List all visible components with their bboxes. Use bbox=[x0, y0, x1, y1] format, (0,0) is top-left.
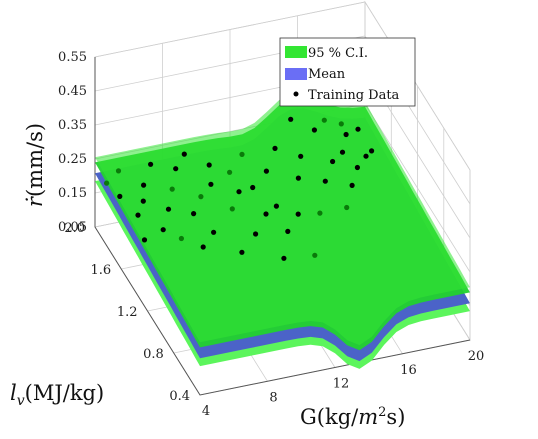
z-axis-label: ṙ(mm/s) bbox=[23, 123, 47, 207]
y-tick-label: 0.8 bbox=[143, 347, 164, 362]
y-tick-label: 0.4 bbox=[169, 389, 190, 404]
training-point bbox=[208, 181, 214, 187]
training-point bbox=[200, 244, 206, 250]
training-point bbox=[298, 153, 304, 159]
training-point bbox=[355, 126, 361, 132]
surface-layer bbox=[95, 92, 470, 369]
training-point bbox=[165, 206, 172, 212]
training-point bbox=[239, 249, 245, 255]
training-point bbox=[354, 164, 360, 171]
training-point bbox=[191, 211, 197, 217]
z-tick-label: 0.55 bbox=[58, 50, 87, 65]
legend-mean-label: Mean bbox=[308, 67, 346, 82]
training-point bbox=[311, 127, 317, 133]
training-point bbox=[181, 151, 187, 157]
training-point bbox=[148, 161, 154, 167]
y-axis-label: lv(MJ/kg) bbox=[10, 381, 104, 409]
training-point bbox=[349, 182, 355, 188]
z-tick-label: 0.15 bbox=[58, 186, 87, 201]
training-point bbox=[321, 117, 327, 123]
training-point bbox=[211, 229, 217, 235]
training-point bbox=[115, 168, 122, 174]
training-point bbox=[273, 203, 279, 209]
legend-mean-swatch bbox=[285, 68, 307, 80]
training-point bbox=[206, 162, 212, 168]
training-point bbox=[369, 148, 375, 154]
training-point bbox=[227, 169, 233, 175]
z-tick-label: 0.45 bbox=[58, 84, 87, 99]
y-tick-label: 1.6 bbox=[91, 263, 112, 278]
training-point bbox=[104, 180, 110, 186]
training-point bbox=[253, 231, 259, 237]
training-point bbox=[263, 211, 269, 217]
training-point bbox=[263, 168, 269, 174]
training-point bbox=[236, 189, 242, 195]
y-tick-label: 1.2 bbox=[117, 305, 138, 320]
training-point bbox=[169, 186, 175, 192]
training-point bbox=[281, 255, 287, 261]
training-point bbox=[140, 198, 146, 204]
legend-data-label: Training Data bbox=[308, 88, 400, 103]
x-tick-label: 12 bbox=[333, 377, 350, 392]
training-point bbox=[141, 237, 148, 243]
training-point bbox=[338, 121, 344, 127]
x-tick-label: 8 bbox=[269, 390, 277, 405]
training-point bbox=[322, 178, 328, 184]
legend-ci-label: 95 % C.I. bbox=[308, 46, 368, 61]
training-point bbox=[178, 235, 184, 242]
training-point bbox=[229, 206, 235, 212]
x-tick-label: 20 bbox=[468, 349, 485, 364]
training-points bbox=[104, 116, 375, 261]
training-point bbox=[295, 211, 301, 217]
training-point bbox=[198, 194, 204, 200]
ci-upper-band bbox=[95, 92, 470, 346]
legend: 95 % C.I. Mean Training Data bbox=[279, 37, 416, 107]
training-point bbox=[173, 166, 179, 172]
training-point bbox=[160, 227, 166, 233]
training-point bbox=[288, 116, 294, 122]
z-tick-label: 0.05 bbox=[58, 220, 87, 235]
training-point bbox=[343, 131, 349, 138]
y-tick-label: 2.0 bbox=[64, 221, 85, 236]
tick-labels: 0.05 0.15 0.25 0.35 0.45 0.55 0.4 0.8 1.2 1.6 2.0 4… bbox=[58, 50, 484, 419]
axis-edge bbox=[94, 57, 471, 396]
training-point bbox=[135, 212, 141, 218]
x-axis-label: G(kg/m2s) bbox=[300, 405, 405, 429]
x-tick-label: 4 bbox=[202, 404, 210, 419]
x-tick-label: 16 bbox=[400, 363, 417, 378]
training-point bbox=[330, 158, 336, 165]
training-point bbox=[312, 252, 318, 258]
training-point bbox=[285, 228, 291, 234]
training-point bbox=[344, 204, 350, 211]
training-point bbox=[272, 145, 278, 151]
training-point bbox=[239, 151, 245, 157]
legend-data-marker bbox=[293, 91, 299, 97]
training-point bbox=[141, 182, 147, 188]
training-point bbox=[339, 149, 346, 155]
training-point bbox=[250, 184, 256, 191]
training-point bbox=[295, 175, 301, 181]
training-point bbox=[363, 153, 369, 159]
legend-ci-swatch bbox=[285, 46, 307, 58]
training-point bbox=[317, 210, 323, 216]
z-tick-label: 0.25 bbox=[58, 152, 87, 167]
training-point bbox=[117, 193, 123, 199]
z-tick-label: 0.35 bbox=[58, 118, 87, 133]
